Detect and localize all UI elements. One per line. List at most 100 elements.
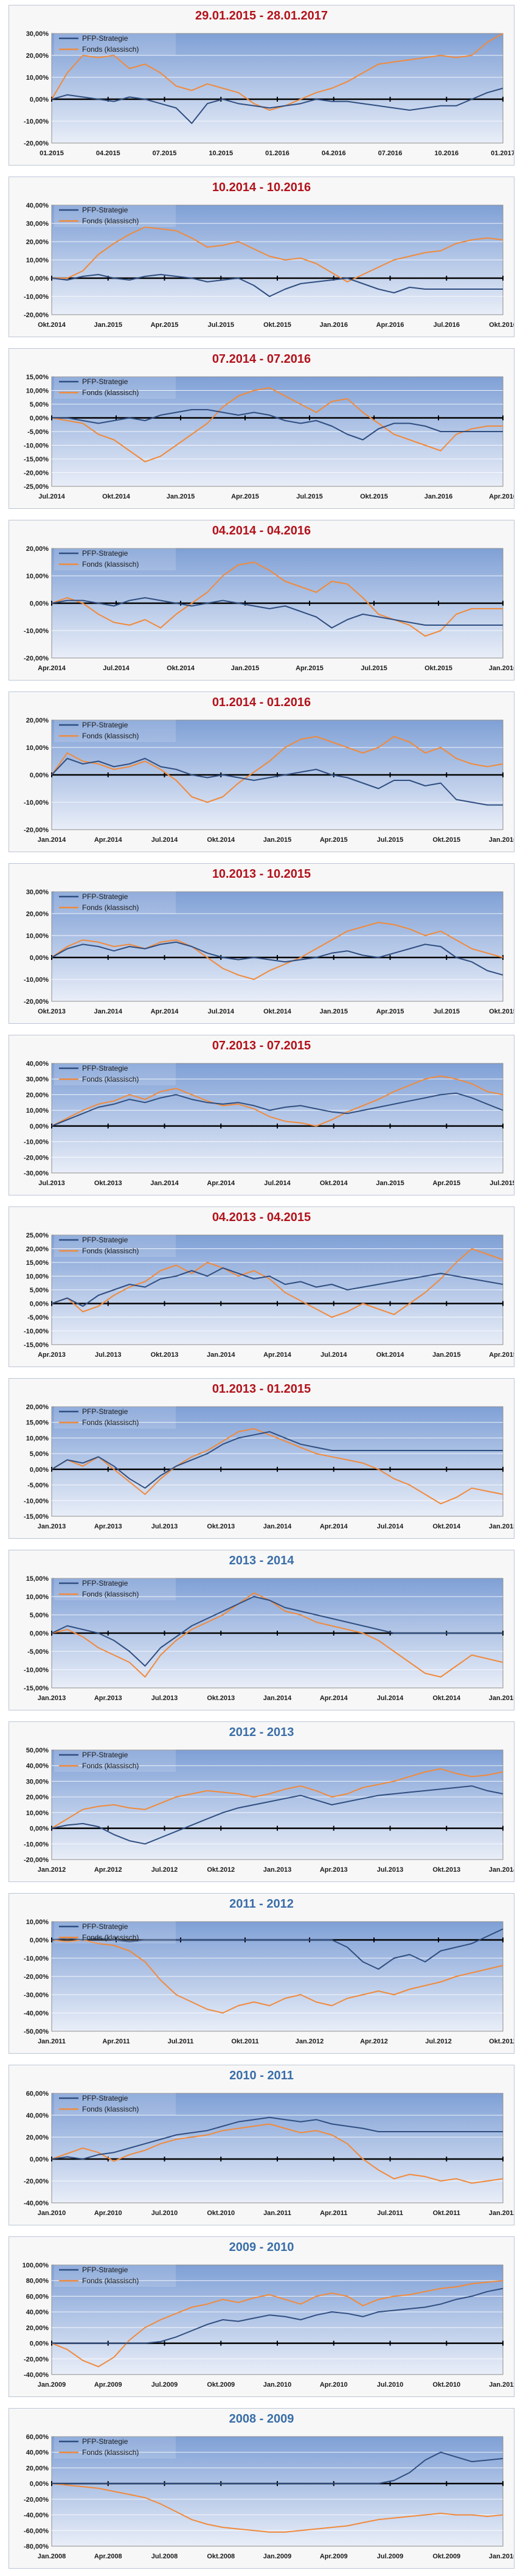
legend-fund-label: Fonds (klassisch) — [82, 2105, 139, 2113]
x-tick-label: Jan.2015 — [231, 665, 259, 672]
x-tick-label: Jul.2012 — [151, 1866, 178, 1874]
x-tick-label: Jan.2011 — [489, 2381, 514, 2389]
y-tick-label: 50,00% — [26, 1747, 49, 1754]
series-line-strategy — [51, 2116, 503, 2160]
y-tick-label: 20,00% — [26, 545, 49, 553]
x-tick-label: Okt.2010 — [432, 2381, 460, 2389]
y-tick-label: 20,00% — [26, 717, 49, 724]
legend-fund-label: Fonds (klassisch) — [82, 2448, 139, 2457]
legend-box — [54, 203, 176, 227]
x-tick-label: Okt.2015 — [424, 665, 452, 672]
y-tick-label: 20,00% — [26, 2325, 49, 2332]
x-tick-label: Okt.2014 — [38, 321, 66, 329]
legend: PFP-Strategie Fonds (klassisch) — [54, 2263, 176, 2287]
y-tick-label: 10,00% — [26, 744, 49, 752]
y-tick-label: -5,00% — [27, 1314, 49, 1321]
plot-area — [51, 891, 504, 1002]
legend-fund-label: Fonds (klassisch) — [82, 1075, 139, 1083]
y-tick-label: 0,00% — [30, 275, 49, 282]
legend-box — [54, 718, 176, 742]
legend: PFP-Strategie Fonds (klassisch) — [54, 1404, 176, 1429]
x-tick-label: Okt.2015 — [489, 1008, 514, 1015]
legend-box — [54, 1748, 176, 1772]
chart-title: 29.01.2015 - 28.01.2017 — [195, 9, 328, 23]
series-line-fund — [51, 1428, 504, 1505]
y-tick-label: -20,00% — [24, 827, 49, 834]
y-tick-label: -10,00% — [24, 1955, 49, 1962]
y-tick-label: -10,00% — [24, 1139, 49, 1146]
x-tick-label: Jan.2015 — [94, 321, 122, 329]
x-tick-label: Apr.2014 — [320, 1695, 348, 1702]
x-tick-label: Jan.2013 — [38, 1695, 66, 1702]
chart-panel: 2008 - 2009 60,00% 40,00% 20,00% 0,00% -20,00… — [9, 2408, 514, 2569]
series-line-fund — [51, 387, 503, 463]
y-tick-label: 15,00% — [26, 374, 49, 381]
y-tick-label: 40,00% — [26, 2449, 49, 2457]
series-line-strategy — [51, 88, 504, 124]
y-tick-label: -40,00% — [24, 2512, 49, 2519]
chart-title: 10.2013 - 10.2015 — [212, 867, 311, 881]
y-tick-label: -20,00% — [24, 2356, 49, 2363]
plot-area — [51, 2093, 504, 2203]
x-tick-label: 10.2016 — [434, 150, 459, 157]
chart-panel: 2011 - 2012 10,00% 0,00% -10,00% -20,00% -30,… — [9, 1893, 514, 2054]
y-tick-label: 80,00% — [26, 2278, 49, 2285]
legend-box — [54, 546, 176, 570]
chart-panel: 04.2014 - 04.2016 20,00% 10,00% 0,00% -10,00… — [9, 520, 514, 681]
x-tick-label: Apr.2008 — [94, 2553, 122, 2560]
legend-fund-label: Fonds (klassisch) — [82, 903, 139, 912]
y-tick-label: 0,00% — [30, 2340, 49, 2348]
chart-panel: 2009 - 2010 100,00% 80,00% 60,00% 40,00% 20,0… — [9, 2236, 514, 2397]
legend-box — [54, 31, 176, 55]
series-line-fund — [51, 561, 503, 637]
x-tick-label: Jul.2014 — [264, 1180, 291, 1187]
chart-panel: 01.2014 - 01.2016 20,00% 10,00% 0,00% -10,00… — [9, 691, 514, 852]
x-tick-label: Jul.2015 — [296, 493, 322, 500]
x-tick-label: Jul.2014 — [320, 1351, 347, 1359]
legend-strategy-label: PFP-Strategie — [82, 1407, 128, 1416]
x-tick-label: Okt.2014 — [263, 1008, 292, 1015]
y-tick-label: -20,00% — [24, 655, 49, 662]
line-chart: 30,00% 20,00% 10,00% 0,00% -10,00% -20,00% Okt… — [24, 889, 514, 1015]
legend: PFP-Strategie Fonds (klassisch) — [54, 1919, 176, 1944]
x-tick-label: Apr.2015 — [231, 493, 259, 500]
legend: PFP-Strategie Fonds (klassisch) — [54, 718, 176, 742]
y-tick-label: 30,00% — [26, 1076, 49, 1083]
y-tick-label: -80,00% — [24, 2543, 49, 2550]
chart-title: 01.2014 - 01.2016 — [212, 696, 311, 709]
x-tick-label: Apr.2014 — [151, 1008, 179, 1015]
x-tick-label: 04.2015 — [96, 150, 120, 157]
chart-title: 2013 - 2014 — [229, 1554, 294, 1567]
x-tick-label: Okt.2013 — [432, 1866, 460, 1874]
x-tick-label: Jan.2015 — [489, 1523, 514, 1530]
series-line-strategy — [52, 409, 503, 441]
x-tick-label: 07.2015 — [153, 150, 177, 157]
y-tick-label: -10,00% — [24, 118, 49, 125]
x-tick-label: Okt.2013 — [151, 1351, 179, 1359]
series-line-strategy — [51, 597, 503, 629]
chart-panel: 29.01.2015 - 28.01.2017 30,00% 20,00% 10,00… — [9, 5, 514, 166]
y-tick-label: 0,00% — [30, 1301, 49, 1308]
y-tick-label: -15,00% — [24, 1513, 49, 1521]
x-tick-label: Okt.2014 — [376, 1351, 405, 1359]
series-line-fund — [51, 2123, 504, 2184]
chart-panel: 01.2013 - 01.2015 20,00% 15,00% 10,00% 5,00%… — [9, 1378, 514, 1539]
y-tick-label: -10,00% — [24, 1667, 49, 1674]
x-tick-label: 01.2015 — [40, 150, 64, 157]
x-tick-label: Apr.2012 — [360, 2038, 388, 2045]
x-tick-label: 07.2016 — [378, 150, 403, 157]
y-tick-label: 40,00% — [26, 1060, 49, 1068]
legend-strategy-label: PFP-Strategie — [82, 377, 128, 386]
y-tick-label: -10,00% — [24, 443, 49, 450]
legend-fund-label: Fonds (klassisch) — [82, 2277, 139, 2285]
y-tick-label: 0,00% — [30, 954, 49, 962]
y-tick-label: 20,00% — [26, 2465, 49, 2472]
legend-box — [54, 1576, 176, 1600]
y-tick-label: 15,00% — [26, 1259, 49, 1267]
y-tick-label: 10,00% — [26, 1107, 49, 1115]
legend-strategy-label: PFP-Strategie — [82, 1579, 128, 1587]
x-tick-label: Jul.2013 — [38, 1180, 64, 1187]
legend-fund-label: Fonds (klassisch) — [82, 1762, 139, 1770]
series-line-fund — [52, 226, 504, 282]
chart-panel: 07.2014 - 07.2016 15,00% 10,00% 5,00% 0,00% -… — [9, 348, 514, 509]
